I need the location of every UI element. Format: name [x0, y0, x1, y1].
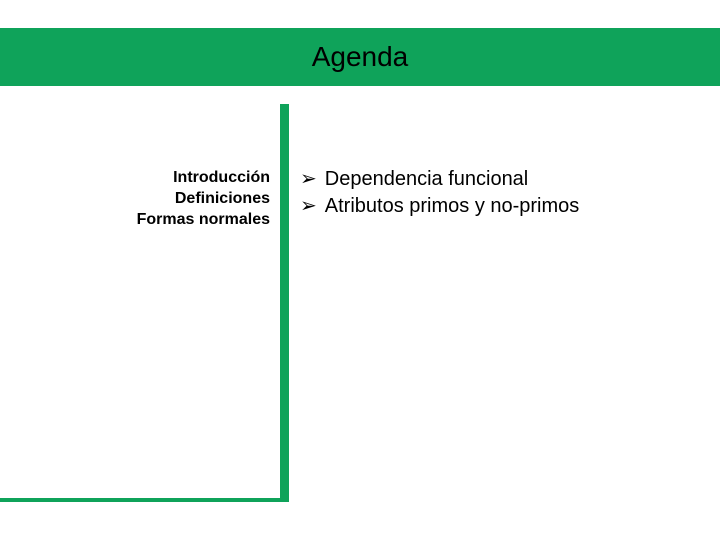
bullet-icon: ➢ — [300, 166, 317, 193]
bottom-accent-line — [0, 498, 289, 502]
page-title: Agenda — [312, 41, 409, 73]
left-nav-item: Introducción — [10, 168, 270, 189]
bullet-item: ➢ Dependencia funcional — [300, 166, 579, 193]
vertical-divider — [280, 104, 289, 498]
left-nav-item: Definiciones — [10, 189, 270, 210]
right-bullet-list: ➢ Dependencia funcional ➢ Atributos prim… — [300, 166, 579, 220]
bullet-item: ➢ Atributos primos y no-primos — [300, 193, 579, 220]
bullet-text: Dependencia funcional — [325, 166, 529, 193]
bullet-text: Atributos primos y no-primos — [325, 193, 580, 220]
header-bar: Agenda — [0, 28, 720, 86]
bullet-icon: ➢ — [300, 193, 317, 220]
left-nav-item: Formas normales — [10, 210, 270, 231]
left-nav-list: Introducción Definiciones Formas normale… — [10, 168, 270, 230]
